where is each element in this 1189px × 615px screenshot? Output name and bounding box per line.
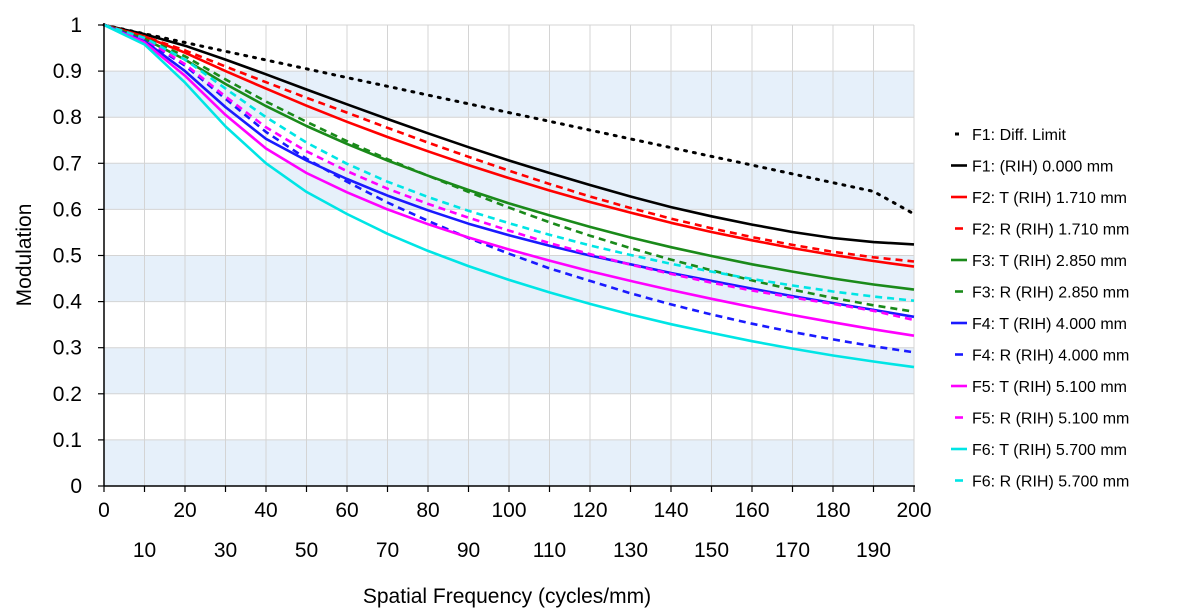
- axes: [98, 23, 915, 492]
- x-tick-label: 140: [653, 499, 688, 522]
- series-line: [103, 23, 915, 354]
- y-tick-label: 0: [70, 475, 82, 498]
- legend-label: F6: R (RIH) 5.700 mm: [972, 474, 1129, 491]
- series-line: [103, 23, 915, 322]
- y-tick-label: 0.7: [53, 152, 82, 175]
- legend-label: F1: Diff. Limit: [972, 127, 1067, 144]
- series-lines: [102, 23, 916, 369]
- x-tick-label: 0: [98, 499, 110, 522]
- legend-label: F2: R (RIH) 1.710 mm: [972, 222, 1129, 239]
- x-tick-label: 150: [694, 539, 729, 562]
- series-line: [103, 23, 915, 246]
- y-tick-label: 0.6: [53, 198, 82, 221]
- y-tick-label: 1: [70, 14, 82, 37]
- legend-label: F4: T (RIH) 4.000 mm: [972, 316, 1127, 333]
- y-axis-title: Modulation: [13, 204, 36, 307]
- legend-label: F3: R (RIH) 2.850 mm: [972, 285, 1129, 302]
- y-tick-labels: 0 0.1 0.2 0.3 0.4 0.5 0.6 0.7 0.8 0.9 1: [53, 14, 83, 498]
- x-tick-label: 40: [254, 499, 277, 522]
- x-tick-label: 170: [775, 539, 810, 562]
- x-tick-labels: 0 20 40 60 80 100 120 140 160 180 200 10 30 50 70 90 110…: [98, 499, 931, 562]
- x-tick-label: 190: [856, 539, 891, 562]
- series-line: [103, 23, 915, 268]
- grid-lines: [104, 24, 915, 486]
- x-tick-label: 110: [533, 539, 566, 562]
- x-tick-label: 180: [815, 499, 850, 522]
- y-tick-label: 0.5: [53, 245, 82, 268]
- y-tick-label: 0.4: [53, 291, 83, 314]
- x-tick-label: 130: [613, 539, 648, 562]
- x-tick-label: 200: [896, 499, 931, 522]
- x-axis-title: Spatial Frequency (cycles/mm): [363, 585, 651, 608]
- legend: F1: Diff. Limit F1: (RIH) 0.000 mm F2: T (…: [951, 127, 1129, 491]
- legend-label: F2: T (RIH) 1.710 mm: [972, 190, 1127, 207]
- x-tick-label: 50: [295, 539, 318, 562]
- series-line: [103, 23, 915, 313]
- y-tick-label: 0.9: [53, 60, 82, 83]
- y-tick-label: 0.1: [53, 429, 82, 452]
- x-tick-label: 20: [173, 499, 196, 522]
- x-tick-label: 30: [214, 539, 237, 562]
- series-line: [102, 23, 916, 216]
- legend-label: F5: R (RIH) 5.100 mm: [972, 411, 1129, 428]
- x-tick-label: 160: [734, 499, 769, 522]
- x-tick-label: 80: [416, 499, 439, 522]
- series-line: [103, 23, 915, 337]
- y-tick-label: 0.8: [53, 106, 82, 129]
- legend-label: F1: (RIH) 0.000 mm: [972, 159, 1113, 176]
- x-tick-label: 100: [491, 499, 526, 522]
- series-line: [103, 23, 915, 291]
- y-tick-label: 0.3: [53, 337, 82, 360]
- legend-label: F6: T (RIH) 5.700 mm: [972, 442, 1127, 459]
- x-tick-label: 70: [376, 539, 399, 562]
- legend-label: F3: T (RIH) 2.850 mm: [972, 253, 1127, 270]
- legend-label: F4: R (RIH) 4.000 mm: [972, 348, 1129, 365]
- y-tick-label: 0.2: [53, 383, 82, 406]
- series-line: [103, 23, 915, 369]
- x-tick-label: 60: [335, 499, 358, 522]
- x-tick-label: 10: [133, 539, 156, 562]
- x-tick-label: 90: [457, 539, 480, 562]
- x-tick-label: 120: [572, 499, 607, 522]
- series-line: [103, 23, 915, 263]
- series-line: [103, 23, 915, 319]
- legend-label: F5: T (RIH) 5.100 mm: [972, 379, 1127, 396]
